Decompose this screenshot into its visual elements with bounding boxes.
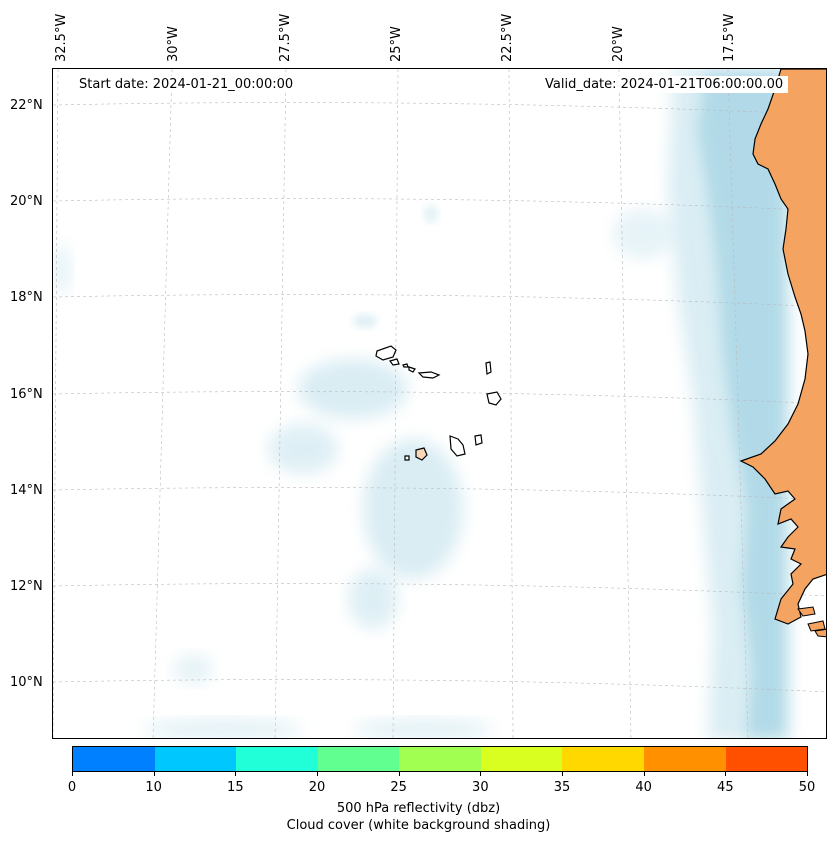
cape-verde-islands <box>375 345 502 461</box>
colorbar-tick-label: 40 <box>635 780 652 795</box>
colorbar-sublabel: Cloud cover (white background shading) <box>286 818 551 833</box>
cloud-patch <box>424 205 438 223</box>
cloud-patch <box>353 314 377 328</box>
lat-label-20n: 20°N <box>10 194 43 209</box>
colorbar-segment <box>236 747 318 771</box>
lon-label-17-5w: 17.5°W <box>722 13 737 62</box>
map-panel <box>52 68 827 739</box>
colorbar-label: 500 hPa reflectivity (dbz) <box>336 801 501 816</box>
meridian-line <box>727 69 749 738</box>
colorbar-tick-label: 45 <box>717 780 734 795</box>
lon-label-22-5w: 22.5°W <box>500 13 515 62</box>
colorbar-tick-label: 0 <box>67 780 77 795</box>
colorbar-tick-label: 50 <box>798 780 816 795</box>
cloud-patch <box>143 719 303 738</box>
map-canvas <box>53 69 826 738</box>
island-sao-vicente <box>388 358 400 366</box>
graticule <box>53 69 826 738</box>
cloud-patch <box>348 569 398 629</box>
colorbar-tick-label: 30 <box>472 780 489 795</box>
colorbar-segment <box>562 747 644 771</box>
lat-label-22n: 22°N <box>10 98 43 113</box>
colorbar-tick <box>480 772 482 776</box>
colorbar-tick <box>153 772 155 776</box>
island-brava <box>404 455 410 461</box>
lon-label-30w: 30°W <box>166 26 181 62</box>
west-africa-landmass <box>739 69 826 625</box>
island-santa-luzia <box>402 363 409 368</box>
island-santo-antao <box>375 345 397 361</box>
coastal-cloud-band <box>693 69 788 738</box>
cloud-patch <box>268 424 338 474</box>
meridian-line <box>392 69 399 738</box>
island-sal <box>485 361 492 375</box>
colorbar-tick-label: 35 <box>553 780 571 795</box>
cloud-patch <box>363 439 463 579</box>
lat-label-10n: 10°N <box>10 675 43 690</box>
island-fogo <box>415 447 428 461</box>
lat-label-16n: 16°N <box>10 387 43 402</box>
cloud-patch <box>353 719 493 738</box>
cloud-patch <box>298 359 408 419</box>
colorbar-tick <box>317 772 318 776</box>
island-sao-nicolau <box>408 366 441 379</box>
coastal-cloud-band-outer <box>668 69 748 738</box>
cloud-patch <box>173 654 213 684</box>
colorbar-tick-label: 10 <box>145 780 162 795</box>
colorbar <box>72 746 808 772</box>
colorbar-segment <box>73 747 155 771</box>
start-date-label: Start date: 2024-01-21_00:00:00 <box>74 76 299 93</box>
colorbar-tick <box>725 772 727 776</box>
lon-label-32-5w: 32.5°W <box>54 13 69 62</box>
lat-label-14n: 14°N <box>10 483 43 498</box>
meridian-line <box>152 69 173 738</box>
colorbar-tick-label: 15 <box>227 780 244 795</box>
colorbar-segment <box>399 747 481 771</box>
colorbar-tick-label: 20 <box>308 780 326 795</box>
colorbar-tick <box>562 772 563 776</box>
colorbar-tick <box>807 772 808 776</box>
lat-label-18n: 18°N <box>10 290 43 305</box>
colorbar-segment <box>317 747 400 771</box>
cloud-cover-shading <box>53 69 788 738</box>
colorbar-segment <box>480 747 563 771</box>
cloud-patch <box>613 209 673 259</box>
meridian-line <box>618 69 632 738</box>
island-maio <box>474 434 483 446</box>
valid-date-label: Valid_date: 2024-01-21T06:00:00.00 <box>540 76 789 93</box>
lon-label-25w: 25°W <box>389 26 404 62</box>
bissau-islands <box>797 606 826 638</box>
island-santiago <box>449 435 466 457</box>
colorbar-segment <box>643 747 726 771</box>
colorbar-tick <box>72 772 73 776</box>
lon-label-20w: 20°W <box>611 26 626 62</box>
colorbar-tick-label: 25 <box>390 780 407 795</box>
colorbar-segment <box>154 747 237 771</box>
cloud-patch <box>53 244 71 294</box>
meridian-line <box>53 69 59 738</box>
colorbar-tick <box>643 772 645 776</box>
colorbar-tick <box>235 772 237 776</box>
lon-label-27-5w: 27.5°W <box>278 13 293 62</box>
lat-label-12n: 12°N <box>10 579 43 594</box>
meridian-line <box>274 69 287 738</box>
meridian-line <box>508 69 514 738</box>
colorbar-tick <box>398 772 400 776</box>
colorbar-segment <box>725 747 808 771</box>
island-boa-vista <box>486 391 502 406</box>
